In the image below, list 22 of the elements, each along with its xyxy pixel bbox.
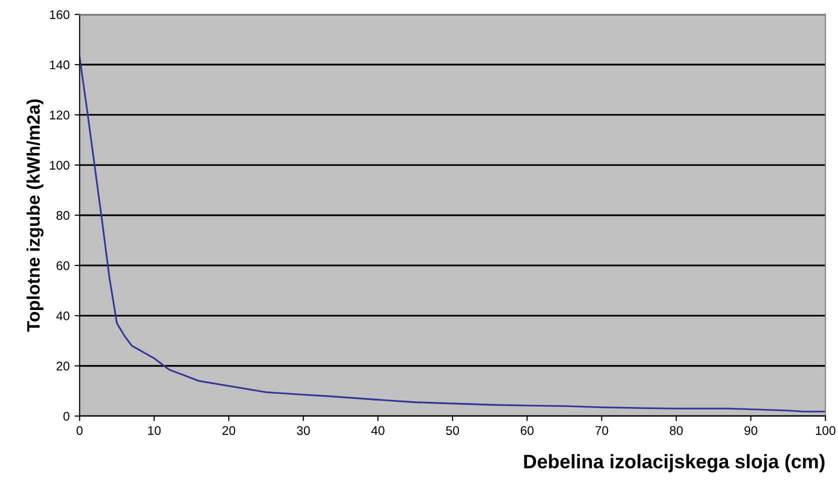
- y-tick-label: 40: [56, 311, 70, 320]
- y-axis-title: Toplotne izgube (kWh/m2a): [26, 99, 44, 332]
- x-axis-title: Debelina izolacijskega sloja (cm): [524, 454, 824, 472]
- x-tick-label: 50: [446, 426, 459, 435]
- x-tick-label: 100: [816, 426, 836, 435]
- x-tick-label: 10: [148, 426, 161, 435]
- y-tick-label: 60: [56, 261, 70, 270]
- y-tick-label: 20: [56, 362, 70, 371]
- x-tick-label: 90: [744, 426, 758, 435]
- y-tick-label: 100: [50, 160, 70, 170]
- x-tick-label: 60: [520, 426, 534, 435]
- x-tick-label: 20: [222, 426, 236, 435]
- y-tick-label: 80: [56, 211, 70, 220]
- x-tick-label: 70: [595, 426, 608, 435]
- x-tick-label: 30: [296, 426, 310, 435]
- x-tick-label: 40: [371, 426, 384, 435]
- y-tick-label: 160: [50, 10, 70, 20]
- y-tick-label: 0: [63, 412, 70, 421]
- x-tick-label: 80: [670, 426, 683, 435]
- y-tick-label: 120: [50, 110, 70, 120]
- x-tick-label: 0: [76, 426, 83, 435]
- y-tick-label: 140: [50, 60, 70, 70]
